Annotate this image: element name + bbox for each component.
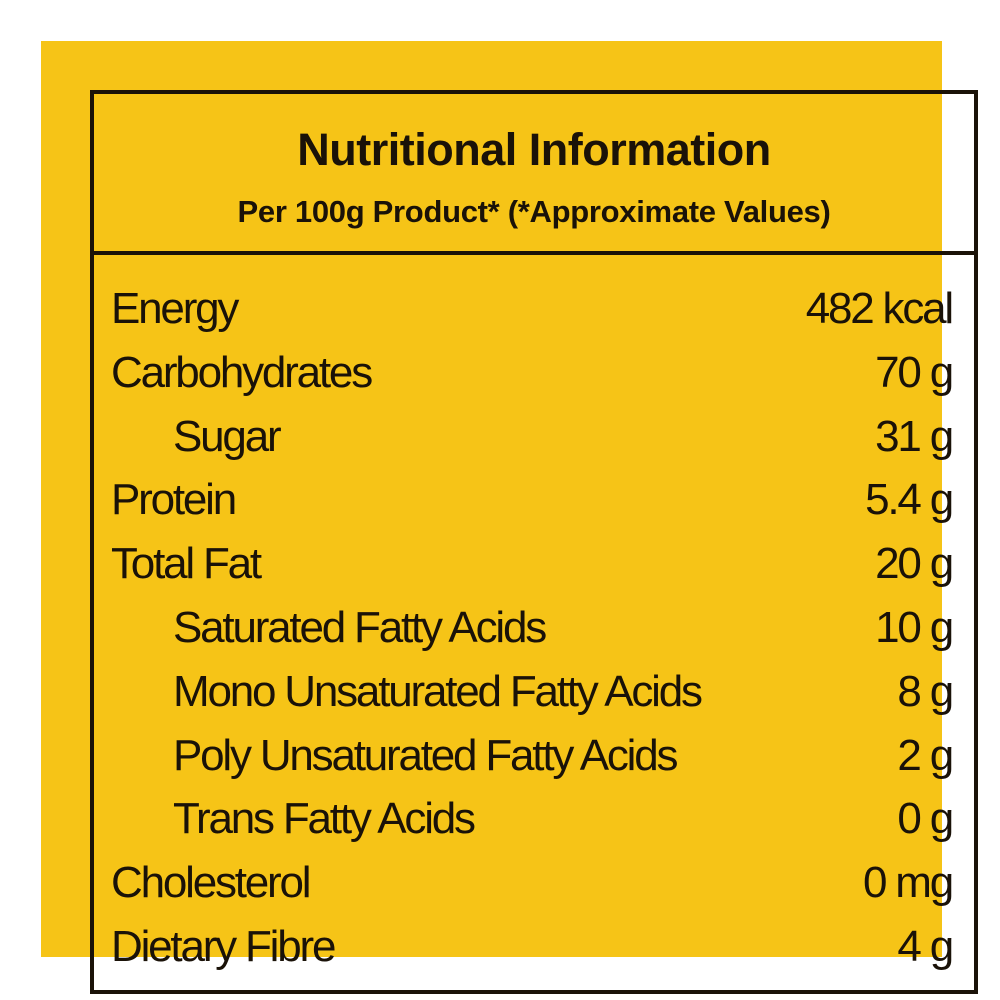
nutrient-row: Cholesterol 0 mg — [94, 858, 974, 922]
nutrient-label: Protein — [111, 475, 237, 525]
nutrient-value: 8 g — [897, 666, 954, 716]
nutrient-value: 482 kcal — [805, 284, 955, 333]
nutrient-row: Dietary Fibre 4 g — [94, 922, 974, 986]
nutrient-label: Sugar — [173, 411, 282, 461]
nutrition-label: Nutritional Information Per 100g Product… — [41, 41, 978, 994]
nutrient-row: Energy 482 kcal — [94, 284, 974, 348]
page-subtitle: Per 100g Product* (*Approximate Values) — [237, 194, 831, 229]
nutrient-row: Poly Unsaturated Fatty Acids 2 g — [94, 731, 974, 795]
nutrient-value: 0 mg — [862, 858, 954, 908]
nutrient-row: Carbohydrates 70 g — [94, 348, 974, 412]
nutrient-label: Poly Unsaturated Fatty Acids — [173, 730, 679, 780]
nutrient-row: Saturated Fatty Acids 10 g — [94, 603, 974, 667]
nutrient-label: Total Fat — [111, 539, 262, 589]
nutrient-label: Mono Unsaturated Fatty Acids — [173, 666, 703, 716]
nutrient-value: 70 g — [875, 347, 954, 397]
nutrient-label: Saturated Fatty Acids — [173, 602, 547, 652]
nutrition-header: Nutritional Information Per 100g Product… — [94, 94, 974, 255]
nutrient-value: 2 g — [897, 730, 954, 780]
nutrient-row: Trans Fatty Acids 0 g — [94, 794, 974, 858]
nutrition-rows: Energy 482 kcal Carbohydrates 70 g Sugar 31 g… — [94, 284, 974, 986]
nutrient-row: Total Fat 20 g — [94, 539, 974, 603]
nutrient-value: 20 g — [875, 539, 954, 589]
page-title: Nutritional Information — [297, 124, 771, 175]
nutrient-label: Trans Fatty Acids — [173, 794, 476, 844]
nutrient-row: Protein 5.4 g — [94, 475, 974, 539]
nutrient-value: 31 g — [875, 411, 954, 461]
nutrient-row: Sugar 31 g — [94, 412, 974, 476]
nutrient-value: 4 g — [897, 921, 954, 971]
nutrient-label: Energy — [111, 284, 239, 333]
nutrition-table-border: Nutritional Information Per 100g Product… — [90, 90, 978, 994]
nutrient-row: Mono Unsaturated Fatty Acids 8 g — [94, 667, 974, 731]
nutrient-label: Dietary Fibre — [111, 921, 336, 971]
nutrient-value: 5.4 g — [865, 475, 954, 525]
nutrient-value: 0 g — [897, 794, 954, 844]
nutrient-label: Cholesterol — [111, 858, 312, 908]
nutrient-label: Carbohydrates — [111, 347, 373, 397]
nutrient-value: 10 g — [875, 602, 954, 652]
